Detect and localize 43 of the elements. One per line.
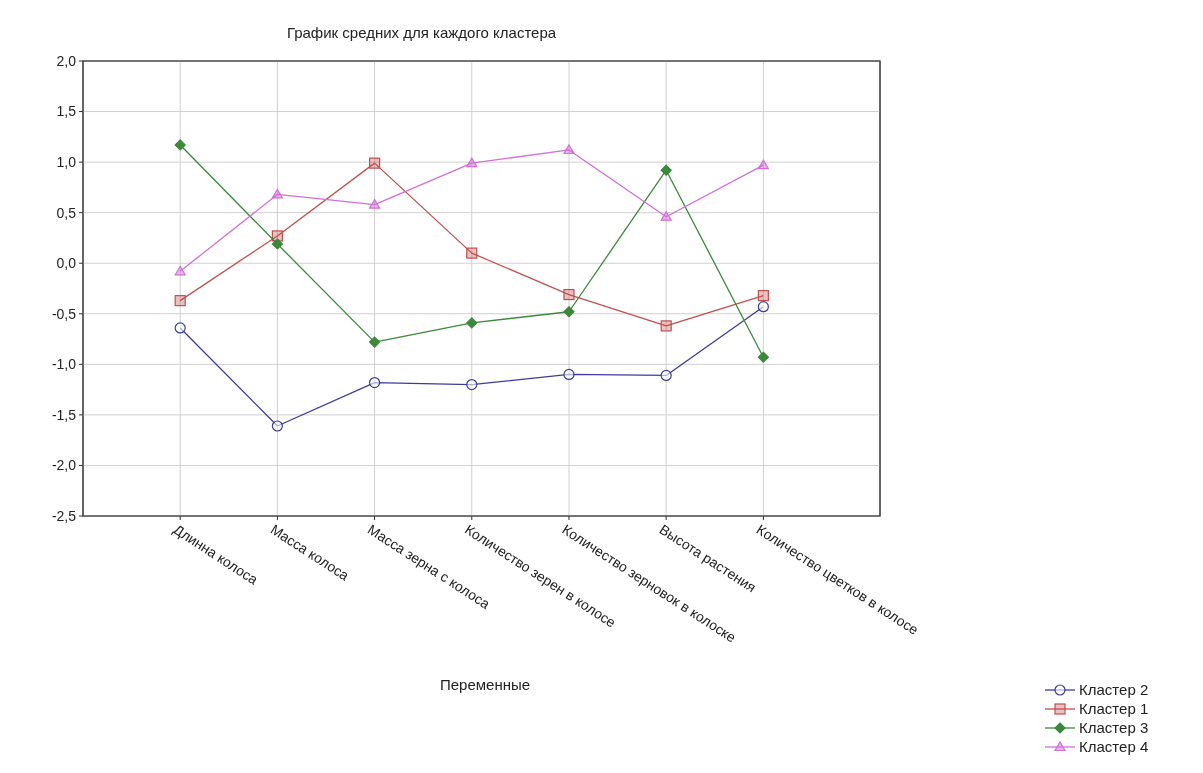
y-tick-label: 1,0 [56,154,77,171]
point [368,198,381,209]
point [563,288,575,301]
legend-label: Кластер 4 [1079,738,1149,756]
point [660,164,672,176]
point [563,144,575,155]
point [757,159,769,170]
point [466,317,478,329]
point [757,301,769,313]
point [271,420,283,432]
point [660,211,672,221]
point [368,336,381,348]
point [660,369,672,382]
point [174,295,186,307]
point [466,378,478,391]
point [466,157,478,168]
y-tick-label: 0,0 [56,255,77,272]
point [757,351,769,363]
y-tick-label: -1,5 [51,406,77,423]
point [174,139,186,151]
point [563,368,575,381]
point [271,188,283,199]
point [271,238,283,250]
point [368,376,381,389]
point [368,157,381,169]
y-tick-label: -0,5 [51,305,77,322]
y-tick-label: -1,0 [51,356,77,373]
y-tick-label: 1,5 [56,103,77,120]
point [563,306,575,318]
y-tick-label: 0,5 [56,204,77,221]
point [174,265,186,276]
point [174,322,186,334]
y-tick-label: 2,0 [56,52,77,69]
y-tick-label: -2,0 [51,457,77,474]
point [466,247,478,259]
point [757,289,769,302]
chart-title: График средних для каждого кластера [286,24,557,41]
y-tick-label: -2,5 [51,507,77,524]
legend-label: Кластер 1 [1079,700,1149,718]
point [660,320,672,332]
x-axis-title: Переменные [439,676,531,693]
legend-label: Кластер 2 [1079,681,1149,699]
legend-label: Кластер 3 [1079,719,1149,737]
